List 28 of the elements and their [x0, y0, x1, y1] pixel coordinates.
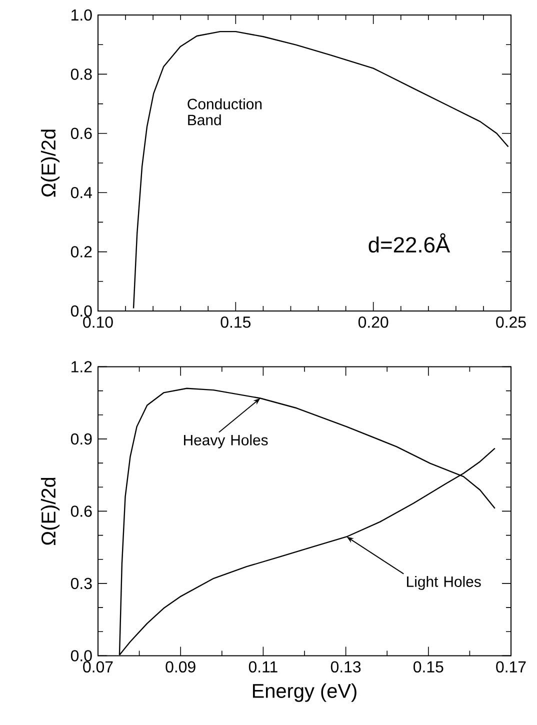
x-tick-label: 0.07 [83, 661, 113, 673]
y-tick-label: 0.6 [70, 128, 92, 140]
y-tick-label: 0.6 [70, 506, 92, 517]
y-tick-label: 0.8 [70, 68, 92, 80]
x-tick-label: 0.17 [496, 661, 526, 673]
y-tick-label: 0.3 [70, 578, 92, 590]
y-axis-title: Ω(E)/2d [40, 130, 60, 197]
text: Heavy Holes [184, 434, 268, 448]
x-tick-label: 0.09 [166, 661, 196, 673]
y-tick-label: 0.0 [70, 650, 92, 662]
x-tick-label: 0.20 [358, 316, 388, 328]
x-tick-label: 0.15 [220, 316, 250, 328]
x-tick-label: 0.15 [414, 661, 444, 673]
x-tick-label: 0.10 [83, 316, 113, 328]
x-tick-label: 0.11 [248, 661, 278, 673]
y-tick-label: 1.0 [72, 9, 92, 21]
y-tick-label: 0.0 [70, 305, 92, 317]
y-axis-title: Ω(E)/2d [40, 478, 60, 545]
y-tick-label: 1.2 [72, 361, 92, 372]
annotation: d=22.6Å [368, 233, 450, 253]
y-tick-label: 0.9 [70, 433, 92, 445]
y-tick-label: 0.4 [70, 186, 92, 198]
legend-label: Light Holes [407, 576, 481, 590]
x-tick-label: 0.13 [330, 661, 361, 673]
text: Conduction Band [188, 98, 262, 126]
x-tick-label: 0.25 [496, 316, 526, 328]
y-tick-label: 0.2 [70, 246, 92, 258]
x-axis-title: Energy (eV) [252, 683, 356, 702]
